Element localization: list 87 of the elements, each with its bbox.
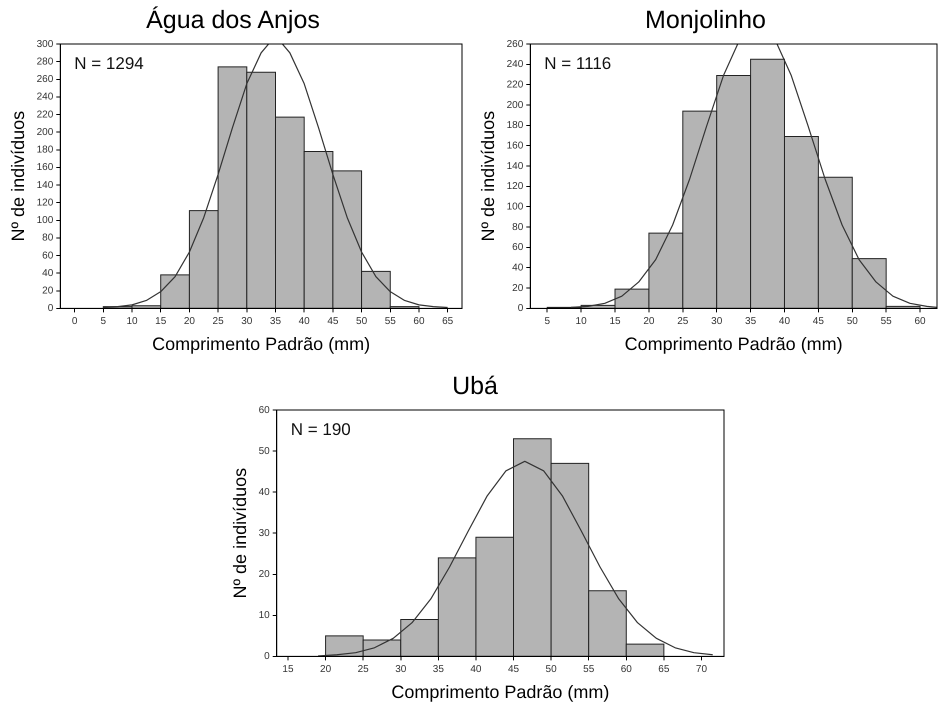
annotation: N = 190 <box>290 420 351 440</box>
x-tick-label: 60 <box>914 316 926 328</box>
x-tick-label: 45 <box>508 664 520 676</box>
y-tick-label: 40 <box>42 268 54 279</box>
x-tick-label: 60 <box>413 316 425 328</box>
y-tick-label: 180 <box>36 144 54 156</box>
y-tick-label: 10 <box>258 610 270 622</box>
y-tick-label: 220 <box>36 109 54 120</box>
chart-title: Ubá <box>452 372 498 400</box>
y-tick-label: 160 <box>36 162 54 174</box>
y-tick-label: 40 <box>512 262 524 274</box>
y-tick-label: 30 <box>258 528 270 539</box>
y-tick-label: 120 <box>506 181 524 192</box>
x-tick-label: 25 <box>358 664 370 676</box>
x-axis-title: Comprimento Padrão (mm) <box>391 682 610 702</box>
y-tick-label: 160 <box>506 140 524 152</box>
x-tick-label: 5 <box>100 316 107 328</box>
x-tick-label: 20 <box>320 664 332 676</box>
y-tick-label: 0 <box>264 651 270 662</box>
x-tick-label: 30 <box>711 316 723 328</box>
x-tick-label: 10 <box>576 316 588 328</box>
x-tick-label: 25 <box>212 316 224 328</box>
x-tick-label: 40 <box>470 664 482 676</box>
x-tick-label: 0 <box>72 316 78 328</box>
x-tick-label: 50 <box>546 664 558 676</box>
x-tick-label: 70 <box>696 664 708 676</box>
y-tick-label: 50 <box>258 446 270 457</box>
y-tick-label: 100 <box>36 215 54 226</box>
y-tick-label: 80 <box>42 232 54 244</box>
y-tick-label: 260 <box>506 38 524 50</box>
x-tick-label: 30 <box>395 664 407 676</box>
y-tick-label: 120 <box>36 197 54 208</box>
y-tick-label: 300 <box>36 38 54 50</box>
chart-title: Água dos Anjos <box>146 6 320 34</box>
x-tick-label: 40 <box>778 316 790 328</box>
x-tick-label: 40 <box>298 316 310 328</box>
y-tick-label: 60 <box>42 250 54 262</box>
y-tick-label: 200 <box>506 100 524 111</box>
x-tick-label: 50 <box>356 316 368 328</box>
x-tick-label: 35 <box>745 316 757 328</box>
x-tick-label: 65 <box>442 316 454 328</box>
y-tick-label: 180 <box>506 120 524 132</box>
x-tick-label: 50 <box>846 316 858 328</box>
y-tick-label: 60 <box>258 404 270 416</box>
y-tick-label: 80 <box>512 222 524 233</box>
x-tick-label: 10 <box>126 316 138 328</box>
x-tick-label: 20 <box>643 316 655 328</box>
x-tick-label: 25 <box>677 316 689 328</box>
y-tick-label: 100 <box>506 201 524 212</box>
x-tick-label: 35 <box>270 316 282 328</box>
x-axis-title: Comprimento Padrão (mm) <box>624 334 843 354</box>
y-tick-label: 140 <box>506 160 524 172</box>
y-tick-label: 40 <box>258 486 270 498</box>
chart-title: Monjolinho <box>645 6 766 34</box>
x-tick-label: 45 <box>327 316 339 328</box>
x-tick-label: 15 <box>282 664 294 676</box>
y-tick-label: 20 <box>258 569 270 580</box>
x-tick-label: 30 <box>241 316 253 328</box>
x-tick-label: 60 <box>620 664 632 676</box>
x-tick-label: 35 <box>432 664 444 676</box>
y-axis-title: Nº de indivíduos <box>478 110 498 242</box>
y-tick-label: 60 <box>512 242 524 254</box>
x-tick-label: 15 <box>155 316 167 328</box>
annotation: N = 1294 <box>74 54 144 74</box>
x-tick-label: 15 <box>609 316 622 328</box>
x-tick-label: 55 <box>384 316 396 328</box>
x-axis-title: Comprimento Padrão (mm) <box>152 334 370 354</box>
annotation: N = 1116 <box>544 54 612 74</box>
y-tick-label: 20 <box>42 286 54 297</box>
x-tick-label: 65 <box>658 664 670 676</box>
y-tick-label: 240 <box>36 92 54 103</box>
y-axis-title: Nº de indivíduos <box>230 468 250 599</box>
y-tick-label: 0 <box>48 303 54 314</box>
x-tick-label: 5 <box>544 316 550 328</box>
x-tick-label: 20 <box>184 316 196 328</box>
x-tick-label: 45 <box>812 316 824 328</box>
y-tick-label: 140 <box>36 180 54 191</box>
y-tick-label: 220 <box>506 79 524 90</box>
y-tick-label: 260 <box>36 74 54 86</box>
y-tick-label: 0 <box>518 303 524 314</box>
y-axis-title: Nº de indivíduos <box>8 110 28 242</box>
y-tick-label: 200 <box>36 126 54 138</box>
x-tick-label: 55 <box>583 664 595 676</box>
y-tick-label: 20 <box>512 282 524 294</box>
y-tick-label: 240 <box>506 59 524 70</box>
y-tick-label: 280 <box>36 56 54 68</box>
x-tick-label: 55 <box>880 316 892 328</box>
